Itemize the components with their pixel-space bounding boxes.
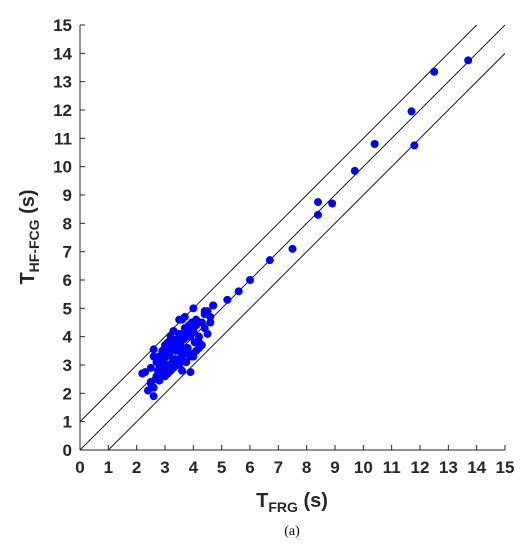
x-tick-label: 4 <box>189 458 199 477</box>
data-point <box>141 368 150 377</box>
y-axis-label-unit: (s) <box>17 189 39 219</box>
x-axis-label-main: T <box>256 490 268 512</box>
y-tick-label: 11 <box>54 129 72 148</box>
data-point <box>186 352 195 361</box>
data-point <box>223 295 232 304</box>
x-tick-label: 13 <box>439 458 458 477</box>
data-point <box>410 141 419 150</box>
data-point <box>158 352 167 361</box>
y-tick-label: 4 <box>63 328 73 347</box>
x-tick-label: 8 <box>302 458 311 477</box>
y-tick-label: 2 <box>63 384 72 403</box>
y-tick-label: 13 <box>53 73 72 92</box>
data-point <box>265 256 274 265</box>
data-point <box>146 363 155 372</box>
data-point <box>158 358 167 367</box>
data-point <box>314 198 322 207</box>
x-tick-label: 9 <box>330 458 339 477</box>
data-point <box>146 379 155 388</box>
y-tick-label: 12 <box>53 101 72 120</box>
data-point <box>178 355 186 364</box>
x-tick-label: 11 <box>383 458 401 477</box>
reference-lines <box>80 25 505 450</box>
y-tick-label: 10 <box>53 158 72 177</box>
y-tick-label: 7 <box>63 243 72 262</box>
data-point <box>180 312 189 321</box>
data-point <box>464 56 473 65</box>
y-tick-label: 15 <box>53 16 72 35</box>
data-point <box>328 199 337 208</box>
x-tick-label: 1 <box>104 458 113 477</box>
data-point <box>407 107 416 116</box>
y-tick-label: 8 <box>63 214 72 233</box>
data-point <box>192 321 201 330</box>
data-point <box>206 312 215 321</box>
data-point <box>200 307 209 316</box>
data-point <box>195 338 203 347</box>
data-point <box>195 332 203 341</box>
data-point <box>234 287 243 296</box>
data-point <box>186 368 195 377</box>
y-tick-label: 1 <box>63 413 72 432</box>
x-axis-label: TFRG (s) <box>256 490 328 515</box>
y-tick-label: 9 <box>63 186 72 205</box>
x-tick-label: 7 <box>274 458 283 477</box>
y-axis-label-main: T <box>17 272 39 284</box>
data-point <box>169 363 178 372</box>
data-point <box>206 318 215 327</box>
y-tick-label: 6 <box>63 271 72 290</box>
data-point <box>314 210 322 219</box>
x-tick-label: 10 <box>354 458 373 477</box>
y-tick-label: 3 <box>63 356 72 375</box>
y-axis-label-sub: HF-FCG <box>26 219 42 272</box>
x-axis-label-sub: FRG <box>268 499 298 515</box>
x-tick-label: 3 <box>160 458 169 477</box>
y-tick-label: 5 <box>63 299 72 318</box>
data-point <box>430 67 439 76</box>
data-point <box>246 276 254 284</box>
x-tick-label: 5 <box>217 458 226 477</box>
data-point <box>155 376 164 385</box>
x-axis-label-unit: (s) <box>298 490 328 512</box>
data-point <box>178 366 186 375</box>
y-axis-label: THF-FCG (s) <box>17 189 42 284</box>
y-tick-label: 14 <box>53 44 72 63</box>
reference-line-0 <box>80 25 505 450</box>
y-tick-label: 0 <box>63 441 72 460</box>
x-tick-label: 12 <box>411 458 430 477</box>
data-point <box>172 355 181 364</box>
x-tick-label: 0 <box>75 458 84 477</box>
x-tick-label: 15 <box>496 458 515 477</box>
reference-line-2 <box>107 53 505 450</box>
reference-line-1 <box>80 25 478 422</box>
data-point <box>163 369 172 378</box>
x-tick-label: 14 <box>467 458 486 477</box>
scatter-points <box>138 56 473 401</box>
data-point <box>149 352 158 361</box>
x-tick-label: 2 <box>132 458 141 477</box>
data-point <box>189 304 198 313</box>
x-tick-label: 6 <box>245 458 254 477</box>
data-point <box>370 140 379 148</box>
data-point <box>350 166 359 175</box>
data-point <box>149 345 158 354</box>
figure-caption: (a) <box>284 524 300 539</box>
axes <box>79 24 506 451</box>
data-point <box>209 301 218 310</box>
x-tick-labels: 0 1 2 3 4 5 6 7 8 9 10 11 12 13 14 15 <box>75 458 514 477</box>
data-point <box>288 244 297 253</box>
data-point <box>203 329 212 338</box>
data-point <box>149 392 158 401</box>
